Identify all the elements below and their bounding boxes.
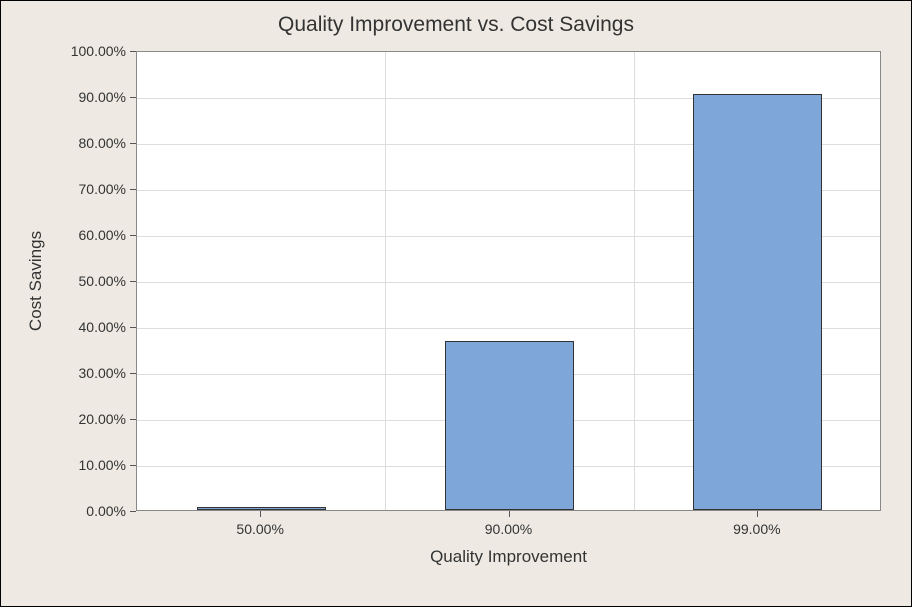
y-tick-mark (130, 327, 136, 328)
y-tick-mark (130, 189, 136, 190)
bar (693, 94, 822, 510)
plot-area (136, 51, 881, 511)
y-tick-mark (130, 373, 136, 374)
y-tick-mark (130, 235, 136, 236)
y-axis-label: Cost Savings (26, 231, 46, 331)
y-tick-mark (130, 143, 136, 144)
chart-container: Quality Improvement vs. Cost Savings Cos… (0, 0, 912, 607)
x-tick-mark (260, 511, 261, 517)
y-tick-mark (130, 97, 136, 98)
gridline-vertical (634, 52, 635, 510)
y-tick-label: 40.00% (61, 319, 126, 335)
bar (445, 341, 574, 510)
x-tick-label: 50.00% (236, 521, 283, 537)
y-tick-label: 20.00% (61, 411, 126, 427)
y-tick-mark (130, 465, 136, 466)
y-tick-label: 50.00% (61, 273, 126, 289)
x-tick-label: 90.00% (485, 521, 532, 537)
y-tick-label: 30.00% (61, 365, 126, 381)
bar (197, 507, 326, 510)
y-tick-mark (130, 511, 136, 512)
y-tick-label: 80.00% (61, 135, 126, 151)
x-tick-mark (509, 511, 510, 517)
y-tick-label: 10.00% (61, 457, 126, 473)
y-tick-label: 60.00% (61, 227, 126, 243)
x-tick-label: 99.00% (733, 521, 780, 537)
y-tick-label: 70.00% (61, 181, 126, 197)
y-tick-mark (130, 419, 136, 420)
y-tick-label: 0.00% (61, 503, 126, 519)
y-tick-label: 90.00% (61, 89, 126, 105)
gridline-vertical (385, 52, 386, 510)
x-axis-label: Quality Improvement (430, 547, 587, 567)
y-tick-mark (130, 281, 136, 282)
x-tick-mark (757, 511, 758, 517)
chart-title: Quality Improvement vs. Cost Savings (1, 13, 911, 37)
y-tick-label: 100.00% (61, 43, 126, 59)
y-tick-mark (130, 51, 136, 52)
